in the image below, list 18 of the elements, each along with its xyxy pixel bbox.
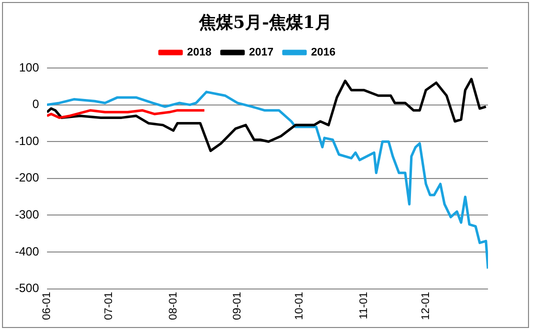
legend-label: 2016 (310, 46, 336, 59)
x-tick-label: 09-01 (232, 292, 244, 320)
legend-label: 2018 (187, 46, 212, 59)
y-tick-label: -200 (14, 170, 40, 185)
y-tick-label: 0 (32, 97, 40, 112)
chart-title: 焦煤5月-焦煤1月 (198, 12, 333, 34)
x-tick-label: 12-01 (420, 292, 432, 320)
x-tick-label: 07-01 (103, 292, 116, 320)
y-tick-label: 100 (18, 60, 40, 74)
y-tick-label: -400 (14, 244, 40, 258)
y-tick-label: -300 (14, 208, 40, 222)
y-tick-label: -100 (14, 134, 40, 148)
legend-label: 2017 (249, 46, 274, 59)
x-tick-label: 11-01 (358, 292, 370, 320)
x-tick-label: 06-01 (41, 292, 54, 320)
x-tick-label: 10-01 (294, 292, 306, 320)
y-tick-label: -500 (14, 281, 40, 296)
x-tick-label: 08-01 (167, 292, 180, 320)
